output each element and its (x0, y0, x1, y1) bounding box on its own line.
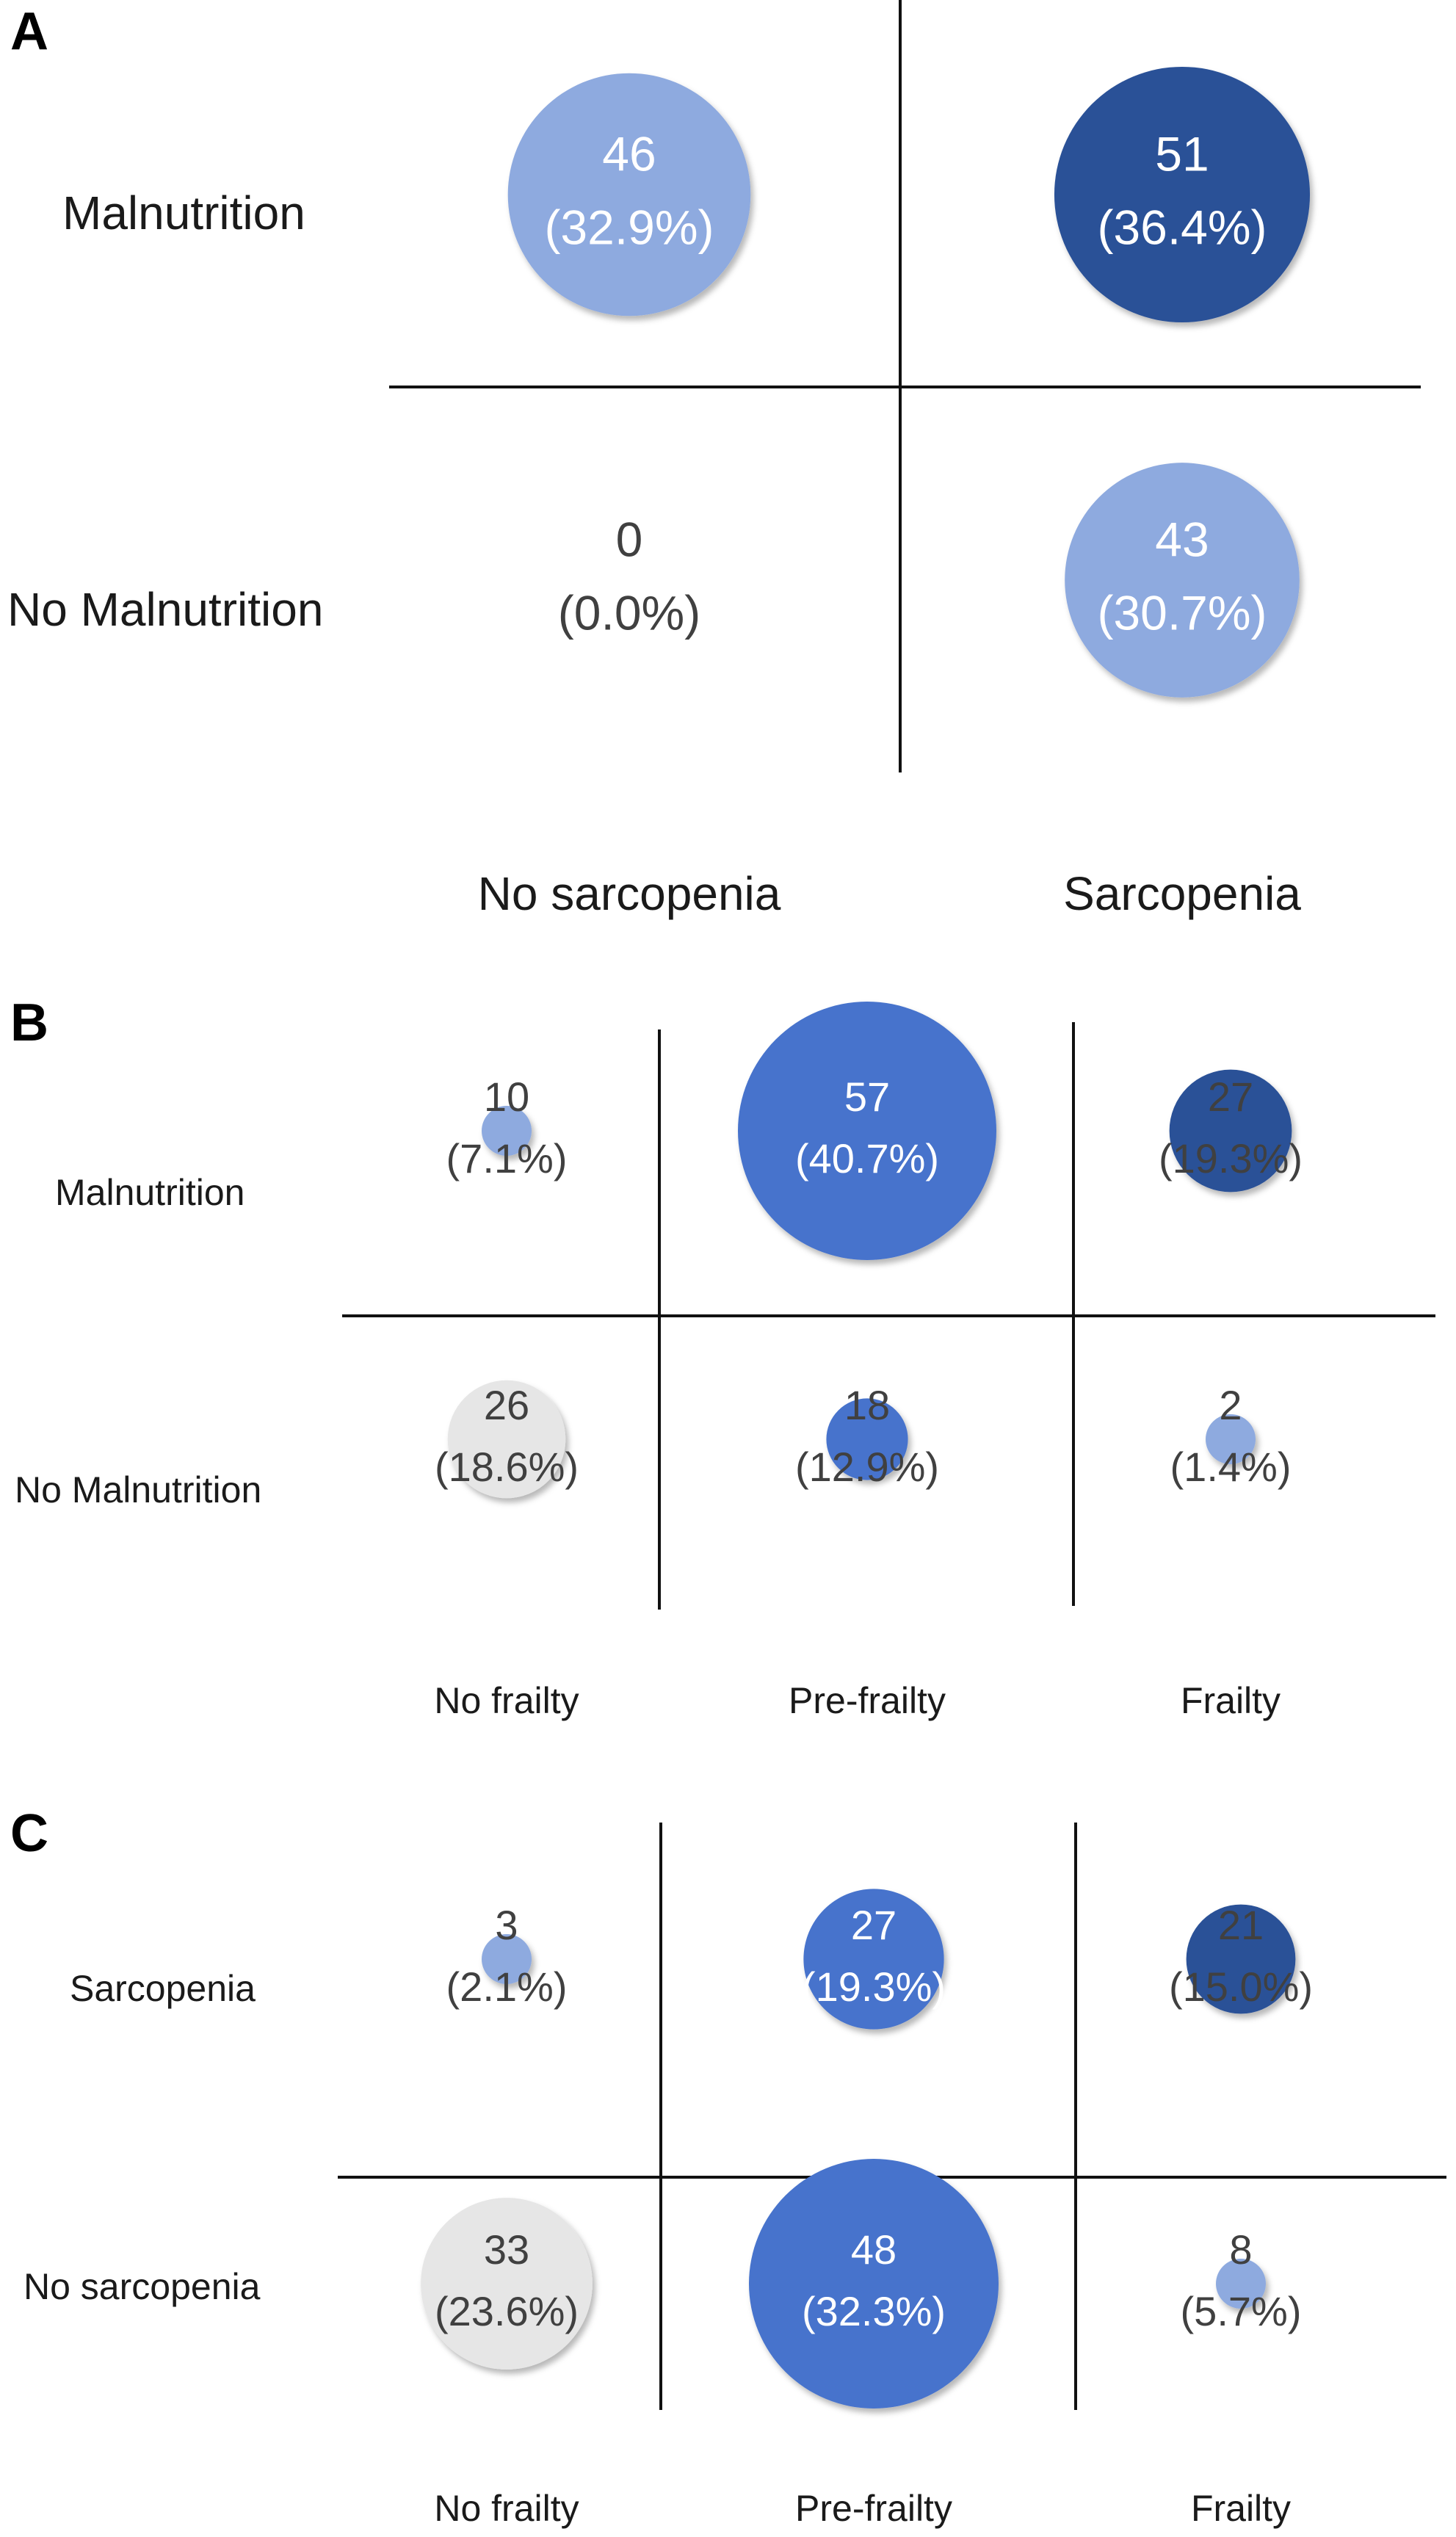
panel-b-bubble (1206, 1414, 1256, 1464)
panel-c-bubble (482, 1934, 532, 1984)
panel-c-bubble (1216, 2259, 1266, 2309)
panel-c-bubble-percent: (15.0%) (1169, 1964, 1313, 2010)
panel-c-bubble-count: 21 (1218, 1902, 1264, 1948)
panel-b-bubble-percent: (7.1%) (446, 1135, 568, 1181)
panel-c-bubble-percent: (2.1%) (446, 1964, 568, 2010)
panel-b-bubble-percent: (12.9%) (795, 1444, 939, 1490)
panel-b-bubble (447, 1380, 566, 1499)
panel-b-bubble-count: 10 (484, 1074, 529, 1120)
panel-b-column-label: Pre-frailty (789, 1680, 946, 1721)
panel-a-column-label: No sarcopenia (478, 867, 781, 920)
panel-b-bubble (1169, 1069, 1292, 1193)
panel-b-row-label: No Malnutrition (15, 1469, 261, 1510)
panel-c-bubble (421, 2198, 593, 2370)
panel-a-bubble (507, 73, 751, 316)
panel-letter-c: C (10, 1804, 48, 1863)
panel-b-bubble-count: 57 (844, 1074, 890, 1120)
panel-b-bubble-percent: (1.4%) (1170, 1444, 1292, 1490)
panel-c-column-label: Pre-frailty (795, 2488, 952, 2529)
panel-c-bubble (803, 1889, 944, 2030)
panel-c-bubble-count: 27 (851, 1902, 897, 1948)
panel-c-bubble-percent: (5.7%) (1181, 2288, 1302, 2334)
panel-c-bubble (1186, 1904, 1296, 2014)
panel-a-bubble-count: 0 (616, 512, 643, 566)
panel-a-bubble-count: 51 (1155, 126, 1209, 181)
panel-c-bubble-count: 3 (495, 1902, 518, 1948)
panel-a-bubble-percent: (36.4%) (1097, 200, 1267, 254)
panel-b-bubble (482, 1106, 532, 1156)
panel-b-bubble-count: 2 (1219, 1382, 1242, 1428)
panel-a-bubble-percent: (0.0%) (558, 585, 700, 640)
panel-a-bubble-count: 43 (1155, 512, 1209, 566)
text-layer: A Malnutrition No Malnutrition No sarcopeni… (7, 2, 1313, 2529)
panel-b-column-label: Frailty (1181, 1680, 1281, 1721)
panel-letter-a: A (10, 2, 48, 61)
panel-c-column-label: Frailty (1191, 2488, 1291, 2529)
panel-a-column-label: Sarcopenia (1063, 867, 1301, 920)
panel-b-bubble-percent: (19.3%) (1159, 1135, 1303, 1181)
panel-c-bubble-percent: (32.3%) (802, 2288, 946, 2334)
panel-b-bubble-count: 27 (1208, 1074, 1253, 1120)
panel-b-bubble-count: 26 (484, 1382, 529, 1428)
panel-b-bubble-percent: (40.7%) (795, 1135, 939, 1181)
panel-c-bubble-percent: (19.3%) (802, 1964, 946, 2010)
panel-a-row-label: No Malnutrition (7, 583, 323, 636)
panel-b-bubble-percent: (18.6%) (435, 1444, 579, 1490)
panel-c-row-label: No sarcopenia (23, 2266, 261, 2307)
panel-a-bubble-percent: (32.9%) (544, 200, 714, 254)
panel-a-bubble-percent: (30.7%) (1097, 585, 1267, 640)
panel-a-bubble (1065, 463, 1300, 698)
panel-c-bubble (749, 2159, 999, 2408)
panel-c-column-label: No frailty (434, 2488, 579, 2529)
bubbles-layer (421, 66, 1311, 2408)
panel-b-column-label: No frailty (434, 1680, 579, 1721)
panel-c-bubble-count: 33 (484, 2226, 529, 2273)
panel-b-bubble-count: 18 (844, 1382, 890, 1428)
panel-b-bubble (738, 1002, 996, 1260)
panel-a-bubble (1054, 66, 1311, 323)
panel-c-bubble-count: 8 (1229, 2226, 1252, 2273)
panel-c-bubble-percent: (23.6%) (435, 2288, 579, 2334)
panel-c-bubble-count: 48 (851, 2226, 897, 2273)
panel-b-row-label: Malnutrition (55, 1172, 245, 1213)
panel-a-row-label: Malnutrition (62, 187, 305, 239)
panel-c-row-label: Sarcopenia (70, 1968, 256, 2009)
panel-b-bubble (826, 1398, 908, 1480)
panel-a-bubble-count: 46 (602, 126, 656, 181)
panel-letter-b: B (10, 994, 48, 1052)
